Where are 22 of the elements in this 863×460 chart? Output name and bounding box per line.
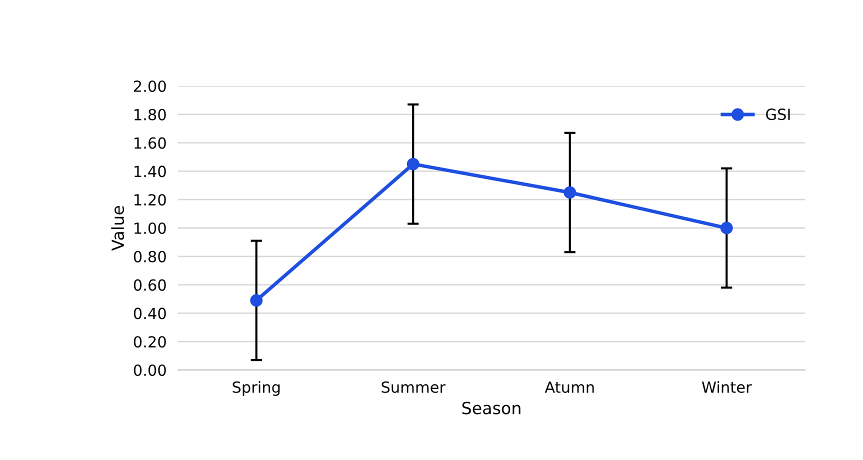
point	[720, 222, 733, 234]
x-tick-label: Atumn	[544, 382, 594, 393]
x-axis-title: Season	[462, 402, 520, 414]
y-tick-label: 0.40	[134, 308, 166, 320]
y-tick-label: 1.80	[134, 108, 166, 120]
point	[406, 158, 420, 170]
y-tick-label: 1.60	[134, 137, 166, 149]
y-tick-label: 0.60	[134, 279, 166, 291]
y-tick-label: 1.40	[134, 166, 166, 178]
y-tick-label: 0.00	[134, 364, 166, 376]
y-tick-label: 0.80	[134, 250, 166, 262]
y-tick-label: 2.00	[134, 80, 166, 92]
x-tick-label: Summer	[382, 381, 446, 393]
y-tick-label: 1.20	[134, 194, 166, 206]
y-tick-label: 1.00	[134, 222, 166, 234]
y-tick-label: 0.20	[134, 336, 166, 348]
x-tick-label: Winter	[702, 381, 752, 393]
y-axis-title: Value	[111, 206, 124, 251]
legend-label: GSI	[766, 108, 790, 120]
x-tick-label: Spring	[232, 381, 280, 396]
point	[250, 294, 263, 307]
point	[564, 186, 576, 199]
